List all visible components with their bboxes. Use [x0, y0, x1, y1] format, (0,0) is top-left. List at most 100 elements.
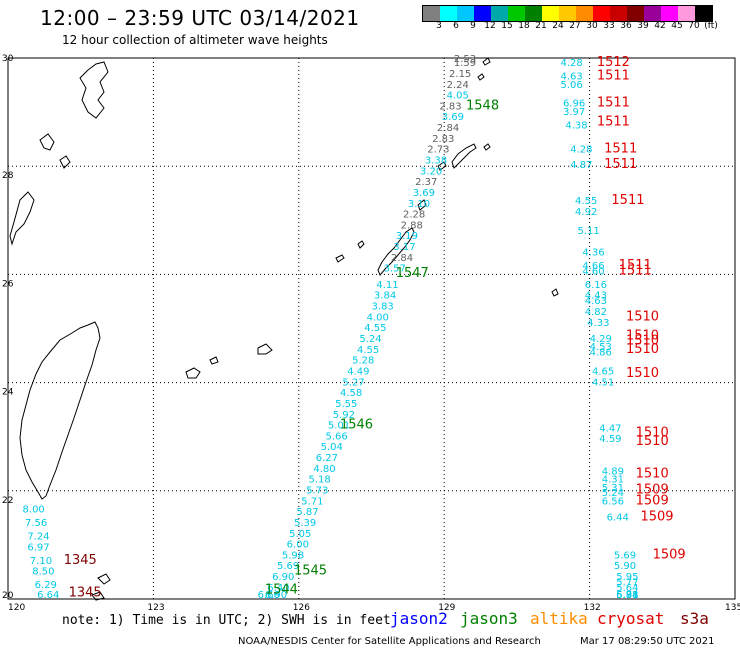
pass-number-label: 1510	[626, 366, 659, 381]
swh-value-label: 3.69	[413, 188, 435, 199]
legend-altika: altika	[530, 609, 588, 628]
daito-island	[551, 288, 559, 297]
swh-value-label: 5.98	[282, 550, 304, 561]
yonaguni-coastline	[209, 356, 219, 365]
swh-value-label: 3.10	[408, 199, 430, 210]
color-scale-label: 24	[552, 21, 564, 31]
japan-coastline-west-2	[39, 133, 55, 151]
color-scale-box	[678, 6, 695, 21]
color-scale-box	[644, 6, 661, 21]
swh-value-label: 7.56	[25, 518, 47, 529]
swh-value-label: 3.17	[393, 242, 415, 253]
color-scale-box	[474, 6, 491, 21]
island-small-5	[482, 57, 491, 66]
swh-value-label: 6.44	[607, 513, 629, 524]
pass-number-label: 1510	[626, 334, 659, 349]
swh-value-label: 4.36	[582, 247, 604, 258]
legend-jason3: jason3	[460, 609, 518, 628]
japan-coastline-west	[79, 61, 109, 119]
coastlines	[9, 57, 559, 601]
swh-value-label: 6.00	[287, 540, 309, 551]
pass-number-label: 1509	[640, 510, 673, 525]
longitude-tick-label: 120	[8, 603, 25, 613]
swh-value-label: 5.01	[328, 421, 350, 432]
color-scale-label: 6	[453, 21, 459, 31]
swh-value-label: 5.11	[577, 226, 599, 237]
pass-number-label: 1544	[265, 583, 298, 598]
swh-value-label: 4.51	[592, 377, 614, 388]
swh-value-label: 2.84	[391, 253, 413, 264]
swh-value-label: 5.55	[335, 399, 357, 410]
swh-value-label: 3.19	[396, 231, 418, 242]
swh-value-label: 6.40	[267, 583, 289, 594]
swh-value-label: 5.06	[561, 80, 583, 91]
pass-number-label: 1545	[294, 564, 327, 579]
swh-value-label: 5.73	[306, 486, 328, 497]
swh-value-label: 4.31	[602, 475, 624, 486]
color-scale-label: 21	[535, 21, 547, 31]
legend-jason2: jason2	[390, 609, 448, 628]
color-scale-box	[559, 6, 576, 21]
page-title: 12:00 – 23:59 UTC 03/14/2021	[40, 6, 360, 30]
color-scale-label: 9	[470, 21, 476, 31]
swh-value-label: 6.27	[316, 453, 338, 464]
footer-credits: NOAA/NESDIS Center for Satellite Applica…	[238, 636, 541, 647]
color-scale-label: 45	[671, 21, 683, 31]
swh-value-label: 4.60	[582, 266, 604, 277]
color-scale-label: (ft)	[704, 21, 718, 31]
swh-value-label: 4.92	[575, 207, 597, 218]
color-scale-label: 30	[586, 21, 598, 31]
axis-labels: 120 123 126 129 132 135 30 28 26 24 22 20	[2, 54, 740, 613]
swh-value-label: 2.28	[403, 210, 425, 221]
pass-number-label: 1511	[611, 193, 644, 208]
color-scale-label: 3	[436, 21, 442, 31]
pass-number-label: 1510	[626, 328, 659, 343]
swh-value-label: 2.84	[437, 123, 459, 134]
swh-value-label: 4.65	[592, 366, 614, 377]
color-scale-label: 36	[620, 21, 632, 31]
swh-value-label: 5.31	[602, 483, 624, 494]
island-small-6	[477, 73, 485, 81]
legend-s3a: s3a	[680, 609, 709, 628]
pass-number-label: 1511	[597, 69, 630, 84]
color-scale-box	[610, 6, 627, 21]
miyako-coastline	[257, 343, 273, 355]
swh-value-label: 4.49	[347, 366, 369, 377]
swh-value-label: 4.47	[599, 423, 621, 434]
swh-value-label: 3.69	[442, 112, 464, 123]
swh-value-label: 4.55	[575, 196, 597, 207]
pass-number-label: 1509	[636, 493, 669, 508]
swh-value-label: 4.63	[585, 296, 607, 307]
swh-value-label: 2.83	[439, 101, 461, 112]
swh-value-label: 5.05	[289, 529, 311, 540]
swh-value-label: 4.29	[590, 334, 612, 345]
color-scale-box	[508, 6, 525, 21]
swh-value-label: 6.56	[602, 496, 624, 507]
swh-value-label: 6.29	[35, 580, 57, 591]
pass-number-label: 1511	[604, 157, 637, 172]
longitude-tick-label: 135	[725, 603, 740, 613]
pass-number-label: 1511	[597, 115, 630, 130]
swh-value-label: 2.24	[447, 80, 469, 91]
swh-value-label: 5.71	[301, 496, 323, 507]
swh-value-label: 4.59	[599, 434, 621, 445]
pass-number-label: 1510	[636, 466, 669, 481]
swh-value-label: 2.15	[449, 69, 471, 80]
swh-value-label: 4.00	[367, 312, 389, 323]
swh-value-label: 4.55	[357, 345, 379, 356]
color-scale-box	[525, 6, 542, 21]
swh-value-label: 5.66	[325, 431, 347, 442]
pass-number-label: 1511	[619, 258, 652, 273]
swh-value-label: 3.84	[374, 291, 396, 302]
color-scale-box	[593, 6, 610, 21]
color-scale-box	[542, 6, 559, 21]
swh-value-label: 2.53	[454, 54, 476, 65]
swh-value-label: 1.59	[454, 58, 476, 69]
latitude-tick-label: 20	[2, 591, 14, 601]
swh-value-label: 4.63	[561, 72, 583, 83]
taiwan-coastline	[19, 321, 101, 500]
pass-number-label: 1510	[636, 426, 669, 441]
swh-value-label: 4.28	[570, 145, 592, 156]
color-scale-box	[576, 6, 593, 21]
